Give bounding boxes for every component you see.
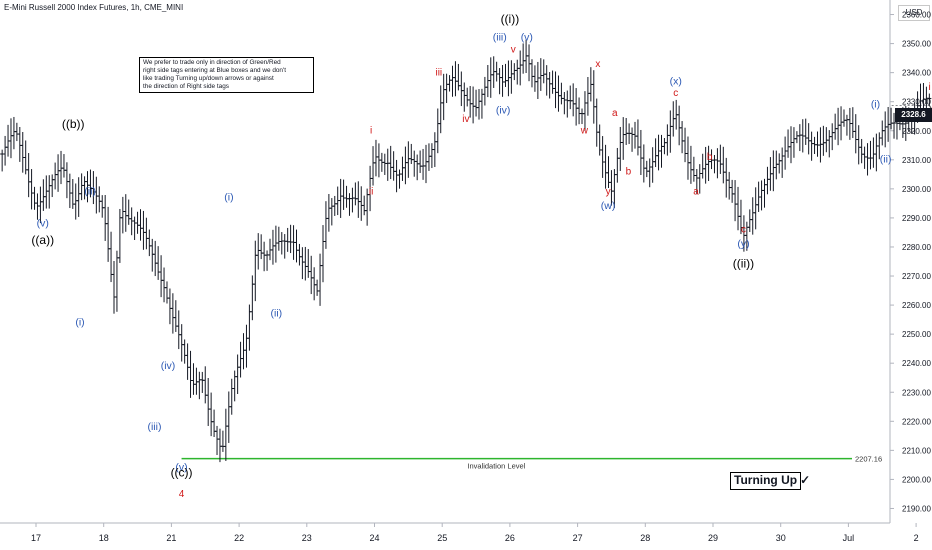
price-tick-label: 2260.00 [902, 301, 931, 310]
wave-label: ii [369, 187, 373, 198]
wave-label: (ii) [270, 308, 282, 320]
invalidation-label: Invalidation Level [467, 462, 525, 471]
time-tick-label: 25 [437, 533, 447, 543]
currency-button[interactable]: USD [898, 5, 930, 21]
price-tick-label: 2360.00 [902, 11, 931, 20]
wave-label: x [595, 59, 600, 70]
wave-label: w [580, 126, 589, 137]
price-tick-label: 2230.00 [902, 388, 931, 397]
time-tick-label: 18 [99, 533, 109, 543]
time-tick-label: 30 [776, 533, 786, 543]
time-tick-label: 21 [166, 533, 176, 543]
chart-title: E-Mini Russell 2000 Index Futures, 1h, C… [4, 3, 184, 12]
wave-label: (v) [37, 218, 49, 230]
invalidation-price: 2207.16 [855, 455, 882, 464]
wave-label: i [370, 126, 372, 137]
price-tick-label: 2290.00 [902, 214, 931, 223]
turning-up-badge: Turning Up ✓ [730, 472, 810, 490]
time-tick-label: 26 [505, 533, 515, 543]
turning-up-label: Turning Up [734, 473, 798, 487]
price-tick-label: 2350.00 [902, 40, 931, 49]
time-tick-label: 23 [302, 533, 312, 543]
time-tick-label: Jul [843, 533, 855, 543]
wave-label: ((a)) [31, 233, 54, 247]
price-tick-label: 2200.00 [902, 475, 931, 484]
wave-label: iii [435, 68, 442, 79]
trading-notice-box: We prefer to trade only in direction of … [139, 57, 314, 93]
wave-label: (iv) [496, 104, 511, 116]
wave-label: (iii) [493, 32, 507, 44]
check-icon: ✓ [800, 473, 811, 487]
price-tick-label: 2300.00 [902, 185, 931, 194]
wave-label: v [511, 44, 516, 55]
wave-label: (v) [521, 32, 533, 44]
wave-label: (iii) [147, 421, 161, 433]
wave-label: c [741, 224, 746, 235]
wave-label: c [673, 88, 678, 99]
notice-line: right side tags entering at Blue boxes a… [143, 67, 286, 74]
time-tick-label: 28 [640, 533, 650, 543]
wave-label: (w) [601, 200, 616, 212]
wave-label: b [707, 152, 713, 163]
time-tick-label: 27 [573, 533, 583, 543]
time-tick-label: 17 [31, 533, 41, 543]
wave-label: iv [462, 114, 469, 125]
price-tick-label: 2280.00 [902, 243, 931, 252]
price-tick-label: 2340.00 [902, 69, 931, 78]
price-tick-label: 2320.00 [902, 127, 931, 136]
price-tick-label: 2220.00 [902, 417, 931, 426]
wave-label: (i) [75, 316, 84, 328]
wave-label: (y) [737, 238, 749, 250]
price-tick-label: 2190.00 [902, 504, 931, 513]
price-tick-label: 2330.00 [902, 98, 931, 107]
wave-label: (x) [670, 75, 682, 87]
time-tick-label: 24 [369, 533, 379, 543]
wave-label: b [626, 166, 632, 177]
price-tick-label: 2310.00 [902, 156, 931, 165]
wave-label: ((c)) [171, 466, 193, 480]
time-tick-label: 22 [234, 533, 244, 543]
wave-label: (i) [871, 99, 880, 111]
wave-label: a [693, 187, 699, 198]
time-tick-label: 29 [708, 533, 718, 543]
notice-line: like trading Turning up/down arrows or a… [143, 75, 274, 82]
time-tick-label: 2 [914, 533, 919, 543]
last-price-tag: 2328.6 [895, 108, 932, 122]
notice-line: We prefer to trade only in direction of … [143, 59, 281, 66]
wave-label: y [606, 187, 611, 198]
price-tick-label: 2270.00 [902, 272, 931, 281]
price-tick-label: 2250.00 [902, 330, 931, 339]
wave-label: (iv) [161, 360, 176, 372]
wave-label: ((ii)) [733, 256, 754, 270]
notice-line: the direction of Right side tags [143, 83, 229, 90]
wave-label: 4 [179, 489, 185, 500]
wave-label: (ii) [880, 154, 892, 166]
wave-label: (v) [175, 462, 187, 474]
wave-label: ((i)) [501, 12, 520, 26]
price-tick-label: 2240.00 [902, 359, 931, 368]
wave-label: i [929, 82, 931, 93]
wave-label: a [612, 108, 618, 119]
price-tick-label: 2210.00 [902, 446, 931, 455]
wave-label: ((b)) [62, 117, 85, 131]
wave-label: (ii) [84, 186, 96, 198]
wave-label: (i) [224, 191, 233, 203]
